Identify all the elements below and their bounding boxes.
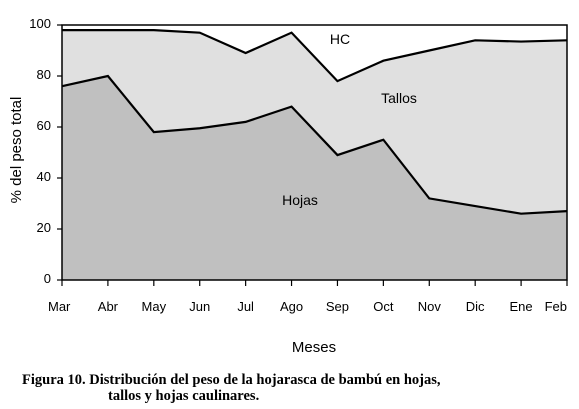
x-tick-label: Feb xyxy=(545,299,567,314)
x-tick-label: May xyxy=(142,299,167,314)
series-label-hojas: Hojas xyxy=(282,192,318,208)
caption-line-1: Figura 10. Distribución del peso de la h… xyxy=(22,372,441,388)
x-axis: Mar Abr May Jun Jul Ago Sep Oct Nov Dic Ene Feb xyxy=(48,280,568,314)
y-tick-label: 100 xyxy=(29,16,51,31)
x-tick-label: Nov xyxy=(418,299,442,314)
x-tick-label: Jun xyxy=(189,299,210,314)
y-tick-label: 20 xyxy=(37,220,51,235)
x-tick-label: Sep xyxy=(326,299,349,314)
x-tick-label: Ene xyxy=(510,299,533,314)
y-tick-label: 40 xyxy=(37,169,51,184)
boundary-line-hojas xyxy=(61,74,568,215)
x-axis-title: Meses xyxy=(292,339,336,356)
x-tick-label: Abr xyxy=(98,299,119,314)
series-label-hc: HC xyxy=(330,31,350,47)
x-tick-label: Mar xyxy=(48,299,71,314)
y-axis: 0 20 40 60 80 100 xyxy=(29,16,62,286)
x-tick-label: Jul xyxy=(237,299,254,314)
area-hojas xyxy=(62,76,567,280)
figure-caption: Figura 10. Distribución del peso de la h… xyxy=(22,372,572,404)
y-tick-label: 80 xyxy=(37,67,51,82)
stacked-area-chart: 0 20 40 60 80 100 Mar Abr May Jun Jul Ago Sep Oct Nov… xyxy=(8,16,568,356)
plot-frame xyxy=(61,24,568,281)
y-axis-title: % del peso total xyxy=(8,97,25,204)
series-label-tallos: Tallos xyxy=(381,90,417,106)
x-tick-label: Oct xyxy=(373,299,394,314)
x-tick-label: Ago xyxy=(280,299,303,314)
lines-group xyxy=(61,29,568,215)
x-tick-label: Dic xyxy=(466,299,485,314)
caption-line-2: tallos y hojas caulinares. xyxy=(108,388,260,404)
y-tick-label: 60 xyxy=(37,118,51,133)
y-tick-label: 0 xyxy=(44,271,51,286)
areas-group xyxy=(62,25,567,280)
boundary-line-tallos xyxy=(62,29,568,83)
